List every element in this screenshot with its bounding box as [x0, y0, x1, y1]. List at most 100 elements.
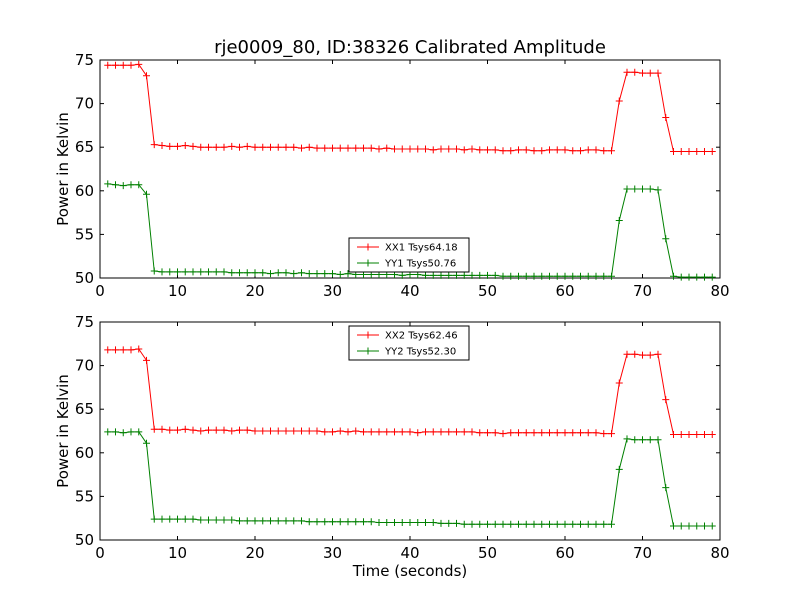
data-point-marker: [143, 190, 150, 198]
data-point-marker: [701, 522, 708, 530]
data-point-marker: [677, 430, 685, 438]
data-point-marker: [577, 520, 584, 528]
x-tick-label: 60: [555, 282, 574, 300]
x-tick-label: 60: [555, 544, 574, 562]
x-tick-label: 70: [633, 282, 652, 300]
data-point-marker: [259, 269, 267, 277]
data-point-marker: [484, 271, 491, 279]
data-point-marker: [592, 272, 600, 280]
data-point-marker: [321, 428, 329, 436]
data-point-marker: [127, 61, 135, 69]
data-point-marker: [553, 429, 561, 437]
data-point-marker: [143, 356, 150, 364]
data-point-marker: [484, 146, 491, 154]
data-point-marker: [708, 430, 716, 438]
data-point-marker: [437, 519, 445, 527]
data-point-marker: [460, 271, 468, 279]
data-point-marker: [367, 428, 375, 436]
data-point-marker: [414, 145, 422, 153]
data-point-marker: [313, 144, 321, 152]
data-point-marker: [561, 429, 569, 437]
data-point-marker: [453, 145, 460, 153]
data-point-marker: [360, 428, 367, 436]
x-tick-label: 40: [400, 544, 419, 562]
data-point-marker: [569, 429, 577, 437]
data-point-marker: [453, 519, 460, 527]
data-point-marker: [127, 428, 135, 436]
y-tick-label: 55: [75, 487, 94, 505]
data-point-marker: [538, 520, 546, 528]
data-point-marker: [476, 429, 484, 437]
data-point-marker: [693, 273, 701, 281]
legend-entry-label: XX2 Tsys62.46: [385, 331, 458, 342]
data-point-marker: [546, 520, 553, 528]
data-point-marker: [639, 69, 646, 77]
data-point-marker: [119, 429, 127, 437]
data-point-marker: [158, 515, 166, 523]
data-point-marker: [631, 436, 639, 444]
data-point-marker: [104, 346, 112, 354]
x-tick-label: 10: [168, 282, 187, 300]
data-point-marker: [701, 273, 708, 281]
data-point-marker: [561, 146, 569, 154]
data-point-marker: [654, 69, 662, 77]
legend-entry-label: XX1 Tsys64.18: [385, 243, 458, 254]
data-point-marker: [654, 350, 662, 358]
data-point-marker: [422, 271, 429, 279]
data-point-marker: [344, 518, 352, 526]
data-point-marker: [499, 430, 507, 438]
data-point-marker: [499, 147, 507, 155]
data-point-marker: [298, 427, 305, 435]
data-point-marker: [189, 426, 197, 434]
data-point-marker: [685, 522, 693, 530]
data-point-marker: [181, 425, 189, 433]
x-tick-label: 0: [95, 544, 105, 562]
data-point-marker: [445, 519, 453, 527]
data-point-marker: [584, 272, 592, 280]
data-point-marker: [336, 144, 344, 152]
data-point-marker: [693, 430, 701, 438]
data-point-marker: [391, 519, 398, 527]
data-point-marker: [212, 426, 220, 434]
x-tick-label: 80: [710, 544, 729, 562]
data-point-marker: [670, 148, 677, 156]
data-point-marker: [243, 426, 251, 434]
data-point-marker: [166, 268, 174, 276]
data-point-marker: [592, 520, 600, 528]
data-point-marker: [422, 519, 429, 527]
data-point-marker: [259, 143, 267, 151]
data-point-marker: [701, 430, 708, 438]
data-point-marker: [313, 270, 321, 278]
x-tick-label: 40: [400, 282, 419, 300]
data-point-marker: [181, 141, 189, 149]
x-tick-label: 50: [478, 544, 497, 562]
data-point-marker: [298, 144, 305, 152]
data-point-marker: [212, 516, 220, 524]
data-point-marker: [515, 429, 522, 437]
data-point-marker: [600, 272, 608, 280]
data-point-marker: [561, 520, 569, 528]
data-point-marker: [453, 428, 460, 436]
data-point-marker: [367, 518, 375, 526]
data-point-marker: [437, 271, 445, 279]
data-point-marker: [313, 427, 321, 435]
data-point-marker: [522, 146, 530, 154]
data-point-marker: [538, 147, 546, 155]
data-point-marker: [282, 269, 290, 277]
data-point-marker: [662, 235, 670, 243]
data-point-marker: [135, 345, 143, 353]
data-point-marker: [135, 60, 143, 68]
data-point-marker: [212, 143, 220, 151]
data-point-marker: [290, 270, 298, 278]
data-point-marker: [646, 351, 654, 359]
data-point-marker: [530, 429, 538, 437]
data-point-marker: [228, 142, 236, 150]
data-point-marker: [670, 430, 677, 438]
legend-swatch-marker: [364, 331, 372, 339]
data-point-marker: [352, 144, 360, 152]
data-point-marker: [352, 518, 360, 526]
data-point-marker: [693, 522, 701, 530]
data-point-marker: [538, 429, 546, 437]
data-point-marker: [460, 146, 468, 154]
y-tick-label: 50: [75, 531, 94, 549]
